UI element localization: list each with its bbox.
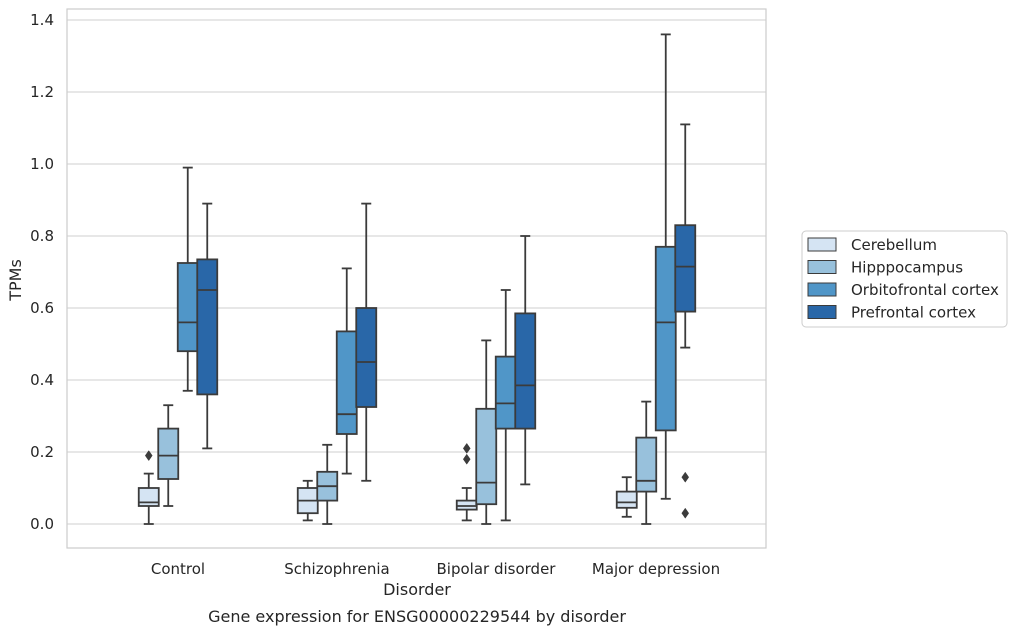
legend-frame — [801, 230, 1008, 328]
legend-swatch — [807, 282, 837, 297]
box-iqr — [674, 224, 697, 313]
y-axis-title: TPMs — [6, 259, 25, 302]
box-group — [137, 450, 160, 525]
legend-label: Orbitofrontal cortex — [851, 281, 999, 299]
y-tick-label: 0.8 — [30, 227, 54, 245]
legend-label: Cerebellum — [851, 236, 937, 254]
box-iqr — [157, 427, 180, 480]
box-group — [316, 443, 339, 525]
y-tick-label: 0.0 — [30, 515, 54, 533]
box-iqr — [196, 258, 219, 396]
box-iqr — [475, 407, 498, 506]
y-tick-labels: 0.0 0.2 0.4 0.6 0.8 1.0 1.2 1.4 — [30, 11, 54, 533]
box-group — [196, 202, 219, 450]
y-tick-label: 0.4 — [30, 371, 54, 389]
boxes-layer — [137, 33, 697, 525]
y-tick-label: 0.6 — [30, 299, 54, 317]
box-group — [615, 476, 638, 518]
box-group — [635, 400, 658, 525]
x-tick-label: Bipolar disorder — [437, 560, 557, 578]
x-tick-label: Major depression — [592, 560, 720, 578]
legend-swatch — [807, 260, 837, 274]
chart-title: Gene expression for ENSG00000229544 by d… — [208, 607, 626, 626]
x-tick-label: Control — [151, 560, 205, 578]
box-group — [654, 33, 677, 500]
legend: Cerebellum Hipppocampus Orbitofrontal cort… — [801, 230, 1008, 328]
box-iqr — [615, 490, 638, 509]
y-tick-label: 1.4 — [30, 11, 54, 29]
x-tick-labels: Control Schizophrenia Bipolar disorder Majo… — [151, 560, 720, 578]
legend-items: Cerebellum Hipppocampus Orbitofrontal cort… — [807, 236, 999, 322]
box-group — [674, 123, 697, 519]
x-axis-title: Disorder — [383, 580, 451, 599]
box-group — [494, 289, 517, 522]
box-group — [455, 442, 478, 522]
legend-swatch — [807, 305, 837, 319]
legend-swatch — [807, 237, 837, 252]
box-iqr — [514, 312, 537, 430]
box-iqr — [635, 436, 658, 493]
outlier-point — [681, 507, 690, 519]
box-group — [475, 339, 498, 525]
box-group — [514, 235, 537, 486]
box-group — [355, 202, 378, 482]
box-iqr — [494, 355, 517, 430]
box-group — [296, 479, 319, 522]
plot-area-border — [66, 8, 767, 549]
box-group — [335, 267, 358, 475]
legend-label: Prefrontal cortex — [851, 304, 976, 322]
legend-label: Hipppocampus — [851, 259, 963, 277]
outlier-point — [144, 450, 153, 462]
x-tick-label: Schizophrenia — [284, 560, 389, 578]
box-group — [176, 166, 199, 392]
outlier-point — [462, 453, 471, 465]
outlier-point — [681, 471, 690, 483]
y-tick-label: 1.0 — [30, 155, 54, 173]
y-tick-label: 0.2 — [30, 443, 54, 461]
box-group — [157, 404, 180, 507]
box-iqr — [654, 245, 677, 432]
box-iqr — [355, 307, 378, 408]
box-iqr — [176, 262, 199, 353]
outlier-point — [462, 442, 471, 454]
y-tick-label: 1.2 — [30, 83, 54, 101]
box-iqr — [335, 330, 358, 435]
plot-frame — [66, 8, 767, 549]
